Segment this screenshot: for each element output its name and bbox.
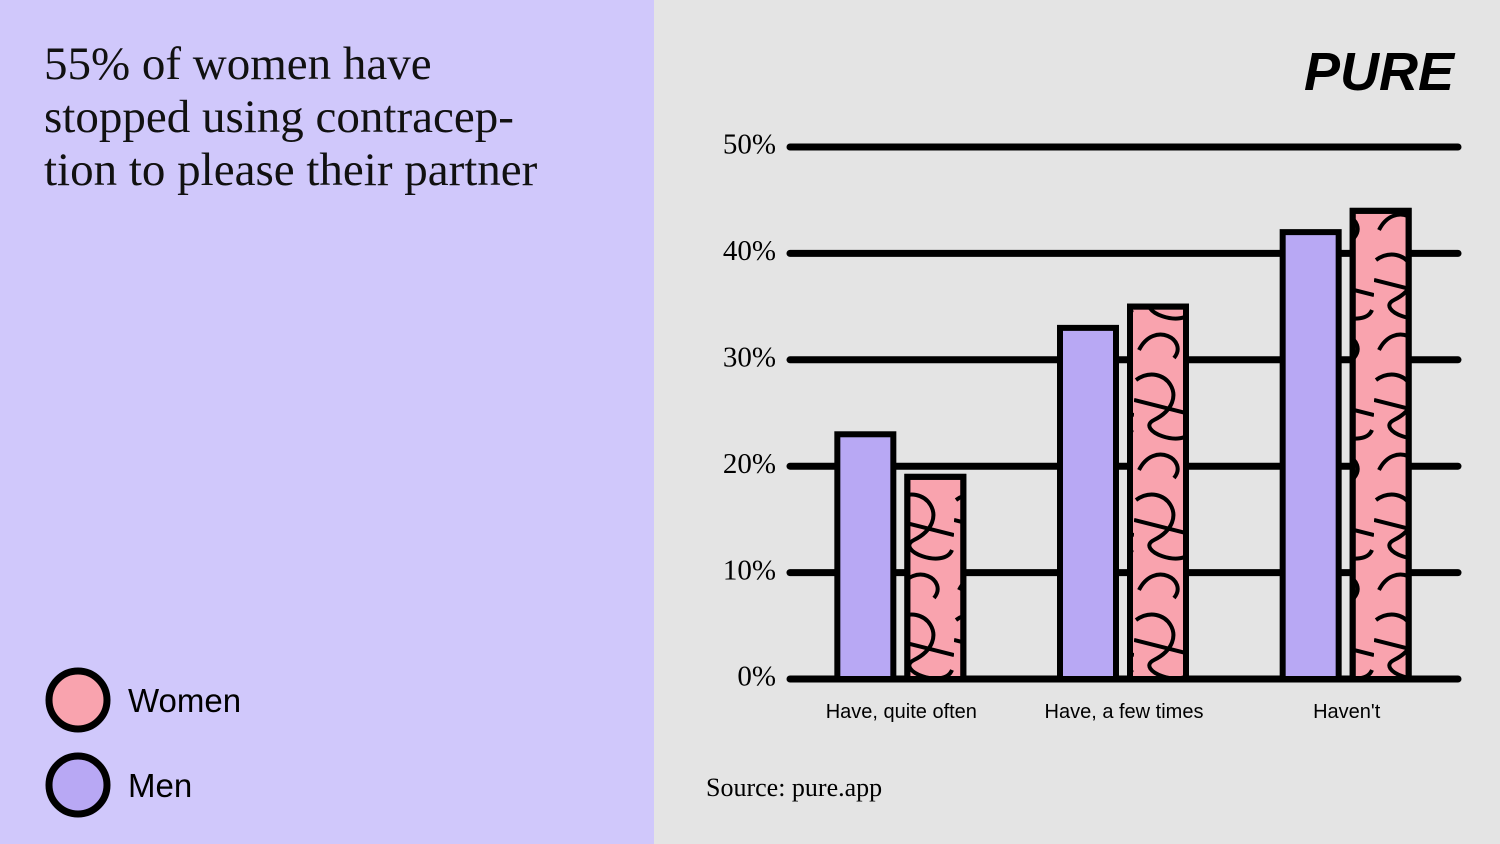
- bar-pattern: [1349, 207, 1412, 682]
- bar: [1279, 229, 1342, 682]
- y-tick-label: 10%: [723, 554, 776, 586]
- y-tick-label: 40%: [723, 235, 776, 267]
- legend-marker: [45, 752, 111, 818]
- y-tick-label: 50%: [723, 129, 776, 161]
- legend: Women Men: [45, 667, 241, 818]
- legend-marker: [45, 667, 111, 733]
- bar-pattern: [904, 473, 967, 682]
- chart-title: 55% of women have stopped using contrace…: [44, 38, 538, 196]
- bar: [834, 431, 897, 682]
- bar-pattern: [1127, 303, 1189, 682]
- x-tick-label: Have, a few times: [1045, 701, 1204, 723]
- brand-logo: PURE: [1304, 42, 1456, 102]
- source: Source: pure.app: [706, 773, 882, 802]
- bar: [1057, 324, 1119, 682]
- legend-label: Women: [128, 682, 241, 719]
- y-tick-label: 20%: [723, 448, 776, 480]
- y-tick-label: 30%: [723, 341, 776, 373]
- x-tick-label: Haven't: [1313, 701, 1381, 723]
- left-panel: 55% of women have stopped using contrace…: [0, 0, 654, 844]
- legend-label: Men: [128, 767, 192, 804]
- x-tick-label: Have, quite often: [826, 701, 977, 723]
- chart: PURE Source: pure.app 0% 10% 20% 30% 40% 50% H…: [654, 0, 1500, 844]
- y-tick-label: 0%: [737, 661, 776, 693]
